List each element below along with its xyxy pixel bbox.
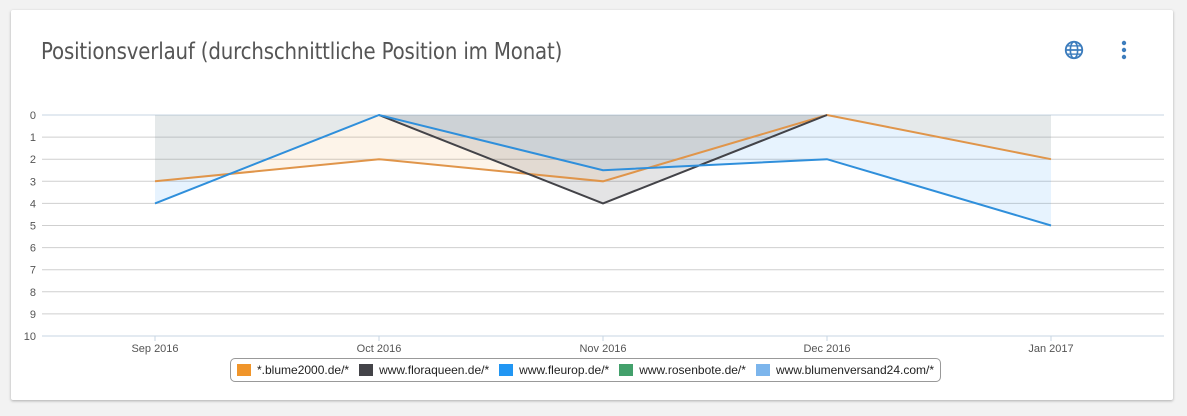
more-vert-icon[interactable] xyxy=(1112,38,1136,62)
chart-legend: *.blume2000.de/* www.floraqueen.de/* www.f… xyxy=(230,358,942,382)
legend-swatch xyxy=(499,364,514,376)
series-line-1 xyxy=(154,113,1052,183)
legend-item[interactable]: *.blume2000.de/* xyxy=(237,363,349,377)
x-tick-label: Jan 2017 xyxy=(1028,343,1073,355)
series-area-2 xyxy=(379,115,827,204)
series-area-1 xyxy=(155,115,1051,182)
legend-label: *.blume2000.de/* xyxy=(257,363,350,377)
legend-item[interactable]: www.fleurop.de/* xyxy=(499,363,609,377)
legend-item[interactable]: www.floraqueen.de/* xyxy=(359,363,489,377)
legend-swatch xyxy=(755,364,770,376)
legend-item[interactable]: www.blumenversand24.com/* xyxy=(755,363,935,377)
y-tick-label: 5 xyxy=(30,221,36,233)
legend-swatch xyxy=(619,364,634,376)
legend-swatch xyxy=(359,364,374,376)
globe-icon[interactable] xyxy=(1062,38,1086,62)
y-tick-label: 6 xyxy=(30,243,36,255)
x-tick-label: Nov 2016 xyxy=(579,343,626,355)
y-tick-label: 8 xyxy=(30,287,36,299)
x-tick-label: Dec 2016 xyxy=(803,343,850,355)
legend-label: www.floraqueen.de/* xyxy=(379,363,490,377)
legend-label: www.fleurop.de/* xyxy=(519,363,610,377)
y-tick-label: 0 xyxy=(30,110,36,122)
chart-plot: 0 1 2 3 4 5 6 7 8 9 10 Sep 2016 Oct 2016 Nov 2016 Dec … xyxy=(24,110,1164,355)
legend-label: www.rosenbote.de/* xyxy=(639,363,746,377)
y-tick-label: 4 xyxy=(30,198,36,210)
series-line-2 xyxy=(378,114,828,205)
y-tick-label: 1 xyxy=(30,132,36,144)
legend-swatch xyxy=(237,364,251,376)
y-tick-label: 2 xyxy=(30,154,36,166)
legend-label: www.blumenversand24.com/* xyxy=(775,363,935,377)
y-tick-label: 7 xyxy=(30,265,36,277)
legend-item[interactable]: www.rosenbote.de/* xyxy=(619,363,746,377)
card-title: Positionsverlauf (durchschnittliche Posi… xyxy=(41,39,563,65)
x-tick-label: Oct 2016 xyxy=(357,343,402,355)
x-tick-label: Sep 2016 xyxy=(131,343,178,355)
chart-card: Positionsverlauf (durchschnittliche Posi… xyxy=(11,10,1173,400)
y-tick-label: 3 xyxy=(30,176,36,188)
series-line-3 xyxy=(154,113,1052,227)
y-tick-label: 9 xyxy=(30,309,36,321)
y-tick-label: 10 xyxy=(24,331,36,343)
